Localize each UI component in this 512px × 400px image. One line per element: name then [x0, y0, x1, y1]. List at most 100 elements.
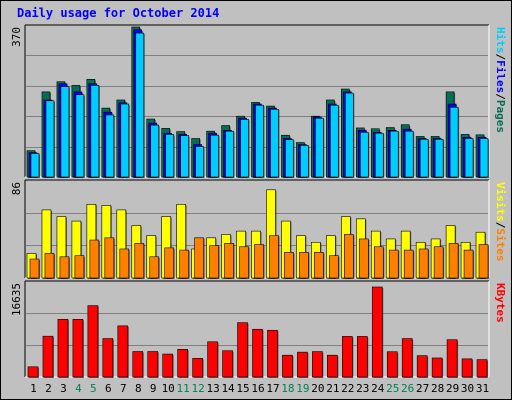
x-axis-day-label: 17: [266, 382, 279, 395]
bar-sites: [299, 252, 309, 279]
legend-text: Hits/Files/Pages: [494, 27, 507, 133]
bar-hits: [45, 100, 55, 178]
x-axis-day-label: 15: [236, 382, 249, 395]
bar-kbytes: [431, 357, 443, 378]
x-axis-day-label: 28: [431, 382, 444, 395]
bar-sites: [209, 245, 219, 279]
bar-hits: [285, 139, 294, 178]
bar-sites: [269, 235, 279, 279]
bar-sites: [179, 249, 189, 279]
x-axis-day-label: 25: [386, 382, 399, 395]
x-axis-day-label: 12: [192, 382, 205, 395]
bar-sites: [284, 252, 294, 279]
x-axis-day-label: 18: [281, 382, 294, 395]
bar-kbytes: [327, 354, 338, 378]
x-axis-day-label: 4: [75, 382, 82, 395]
x-axis-day-label: 24: [371, 382, 385, 395]
bar-hits: [105, 114, 115, 178]
x-axis-day-label: 29: [446, 382, 459, 395]
bar-kbytes: [282, 354, 293, 378]
legend-hits: Hits: [494, 27, 507, 54]
bar-hits: [165, 134, 175, 178]
x-axis-day-label: 14: [221, 382, 235, 395]
x-axis-day-label: 26: [401, 382, 414, 395]
bar-sites: [314, 252, 324, 279]
bar-hits: [464, 138, 474, 178]
bar-kbytes: [312, 351, 323, 378]
bar-kbytes: [42, 335, 54, 378]
bar-sites: [134, 243, 145, 279]
bar-sites: [358, 238, 369, 279]
x-axis-day-label: 10: [162, 382, 175, 395]
bar-hits: [225, 130, 234, 178]
bar-sites: [463, 249, 474, 279]
bar-sites: [329, 255, 339, 279]
bar-hits: [240, 119, 249, 178]
x-axis-day-label: 1: [30, 382, 37, 395]
legend-text: Visits/Sites: [494, 182, 507, 262]
bar-kbytes: [27, 366, 39, 378]
bar-sites: [254, 244, 264, 279]
x-axis-day-label: 21: [326, 382, 339, 395]
bar-hits: [210, 134, 219, 178]
bar-kbytes: [132, 351, 144, 378]
bar-hits: [345, 92, 354, 178]
bar-kbytes: [386, 351, 398, 378]
bar-hits: [449, 106, 459, 178]
bar-sites: [373, 246, 384, 279]
bar-kbytes: [117, 325, 129, 378]
bar-sites: [388, 249, 399, 279]
legend-visits: Visits: [494, 182, 507, 222]
bar-sites: [59, 256, 70, 279]
bar-kbytes: [237, 322, 248, 378]
bar-hits: [300, 145, 309, 178]
y-axis-max-label: 370: [10, 27, 23, 47]
bar-sites: [403, 249, 414, 279]
bar-sites: [44, 253, 55, 279]
bar-sites: [418, 248, 429, 279]
legend-text: KBytes: [494, 283, 507, 323]
bar-sites: [224, 243, 234, 279]
bar-hits: [60, 86, 70, 178]
bar-sites: [448, 243, 459, 279]
bar-kbytes: [207, 341, 218, 378]
bar-kbytes: [371, 286, 383, 378]
bar-kbytes: [57, 319, 69, 378]
x-axis-day-label: 6: [105, 382, 112, 395]
x-axis-day-label: 11: [177, 382, 190, 395]
x-axis-day-label: 31: [476, 382, 489, 395]
y-axis-max-label: 86: [10, 182, 23, 195]
bar-sites: [104, 237, 115, 279]
chart-title: Daily usage for October 2014: [17, 6, 220, 20]
bar-kbytes: [446, 339, 458, 378]
bar-kbytes: [252, 328, 263, 378]
legend-pages: Pages: [494, 100, 507, 133]
legend-sites: Sites: [494, 228, 507, 261]
bar-kbytes: [356, 336, 368, 378]
bar-sites: [478, 244, 489, 279]
x-axis-day-label: 30: [461, 382, 474, 395]
legend-kbytes: KBytes: [494, 283, 507, 323]
x-axis-day-label: 7: [120, 382, 127, 395]
y-axis-max-label: 16635: [10, 283, 23, 316]
x-axis-day-label: 19: [296, 382, 309, 395]
bar-hits: [90, 85, 100, 178]
bar-hits: [75, 94, 85, 178]
x-axis-day-label: 13: [206, 382, 219, 395]
bar-sites: [29, 258, 40, 279]
x-axis-day-label: 16: [251, 382, 264, 395]
bar-kbytes: [401, 338, 413, 378]
bar-hits: [195, 146, 204, 178]
x-axis-day-label: 3: [60, 382, 67, 395]
bar-kbytes: [461, 358, 473, 378]
bar-hits: [389, 130, 399, 178]
x-axis-day-label: 23: [356, 382, 369, 395]
bar-sites: [89, 239, 100, 279]
bar-kbytes: [147, 351, 159, 378]
bar-hits: [180, 135, 189, 178]
bar-kbytes: [162, 353, 174, 378]
bar-kbytes: [222, 350, 233, 378]
x-axis-day-label: 22: [341, 382, 354, 395]
bar-hits: [419, 138, 429, 178]
